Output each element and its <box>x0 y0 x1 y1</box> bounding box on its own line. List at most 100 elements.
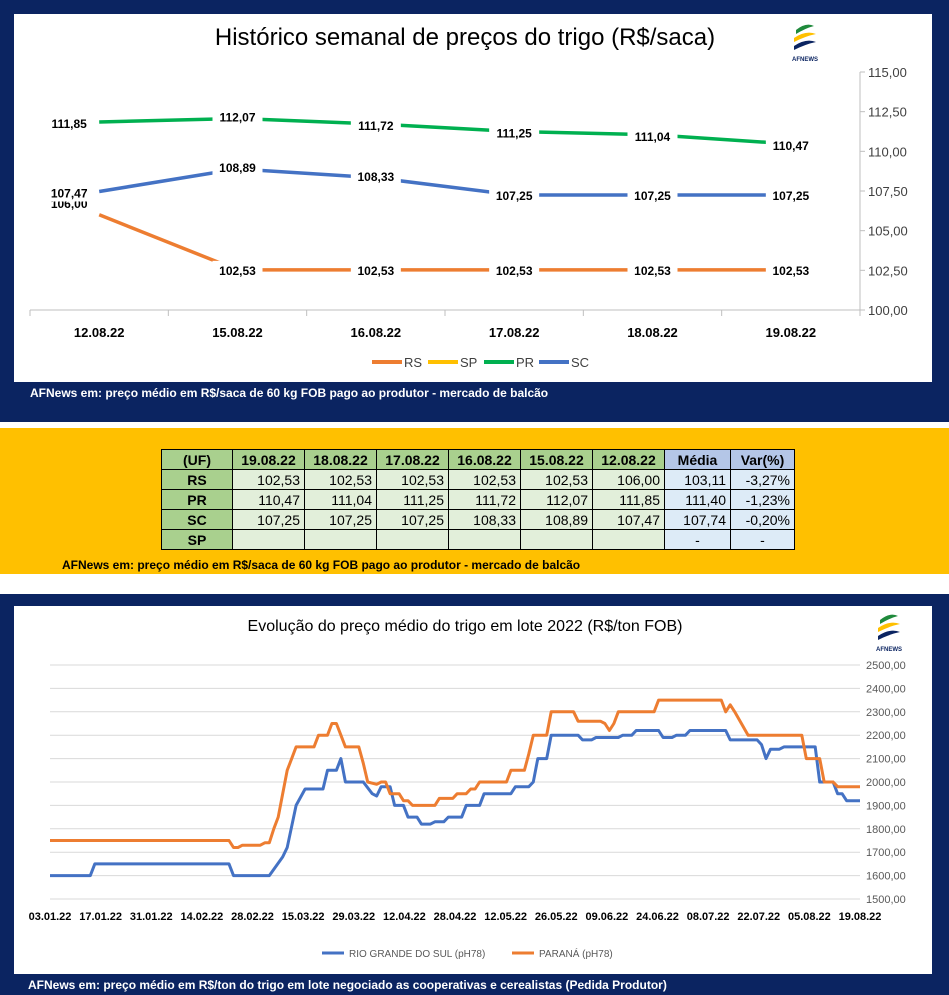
logo-brand-text: AFNEWS <box>876 647 902 653</box>
x-tick-label: 28.04.22 <box>434 911 477 923</box>
x-tick-label: 03.01.22 <box>29 911 72 923</box>
legend-label: RS <box>404 355 422 370</box>
data-label-bg <box>212 107 263 126</box>
y-tick-label: 1700,00 <box>866 847 906 859</box>
y-tick-label: 2400,00 <box>866 683 906 695</box>
weekly-chart-footnote: AFNews em: preço médio em R$/saca de 60 … <box>30 386 549 400</box>
x-tick-label: 17.01.22 <box>79 911 122 923</box>
data-label: 108,33 <box>357 170 394 184</box>
afnews-logo-top: AFNEWS <box>788 16 828 66</box>
table-cell: 108,33 <box>448 509 521 530</box>
y-tick-label: 2000,00 <box>866 777 906 789</box>
table-row: RS 102,53 102,53 102,53 102,53 102,53 10… <box>161 469 795 490</box>
weekly-chart-title: Histórico semanal de preços do trigo (R$… <box>214 24 716 51</box>
x-tick-label: 12.05.22 <box>484 911 527 923</box>
table-row: SP - - <box>161 529 795 550</box>
series-line-rio-grande-do-sul <box>50 729 860 878</box>
table-cell: 107,25 <box>304 509 377 530</box>
legend-label: SP <box>460 355 477 370</box>
y-tick-label: 2100,00 <box>866 754 906 766</box>
x-tick-label: 12.08.22 <box>74 325 125 340</box>
series-line-parana <box>50 698 860 849</box>
table-header-row: (UF) 19.08.22 18.08.22 17.08.22 16.08.22… <box>161 449 795 470</box>
table-cell: 102,53 <box>232 469 305 490</box>
table-cell: 102,53 <box>376 469 449 490</box>
x-tick-label: 19.08.22 <box>766 325 817 340</box>
x-tick-label: 09.06.22 <box>585 911 628 923</box>
data-label-bg <box>765 135 816 154</box>
data-label: 111,85 <box>51 117 87 131</box>
data-label-bg <box>212 157 263 176</box>
table-row: SC 107,25 107,25 107,25 108,33 108,89 10… <box>161 509 795 530</box>
x-tick-label: 24.06.22 <box>636 911 679 923</box>
y-tick-label: 1500,00 <box>866 894 906 906</box>
data-label: 102,53 <box>496 264 533 278</box>
media-cell: 107,74 <box>664 509 731 530</box>
y-tick-label: 112,50 <box>868 105 907 120</box>
series-line-rs <box>98 213 791 272</box>
table-cell <box>232 529 305 550</box>
var-cell: -0,20% <box>730 509 795 530</box>
x-tick-label: 28.02.22 <box>231 911 274 923</box>
row-uf: RS <box>161 469 233 490</box>
table-cell: 102,53 <box>304 469 377 490</box>
y-tick-label: 110,00 <box>868 144 907 159</box>
x-tick-label: 22.07.22 <box>737 911 780 923</box>
row-uf: PR <box>161 489 233 510</box>
media-cell: - <box>664 529 731 550</box>
data-label-bg <box>350 260 401 279</box>
data-label: 102,53 <box>357 264 394 278</box>
table-row: PR 110,47 111,04 111,25 111,72 112,07 11… <box>161 489 795 510</box>
y-tick-label: 2300,00 <box>866 707 906 719</box>
data-label-bg <box>350 166 401 185</box>
media-cell: 111,40 <box>664 489 731 510</box>
afnews-logo-icon <box>794 24 816 50</box>
data-label: 102,53 <box>219 264 256 278</box>
y-tick-label: 2500,00 <box>866 660 906 672</box>
media-cell: 103,11 <box>664 469 731 490</box>
var-cell: - <box>730 529 795 550</box>
y-tick-label: 115,00 <box>868 65 907 80</box>
data-label-bg <box>765 260 816 279</box>
table-cell: 107,25 <box>376 509 449 530</box>
x-tick-label: 17.08.22 <box>489 325 540 340</box>
x-tick-label: 16.08.22 <box>351 325 402 340</box>
table-cell: 107,25 <box>232 509 305 530</box>
data-label-bg <box>489 185 540 204</box>
header-var: Var(%) <box>730 449 795 470</box>
data-label: 107,25 <box>496 189 533 203</box>
data-label-bg <box>627 185 678 204</box>
x-tick-label: 15.08.22 <box>212 325 263 340</box>
data-label: 111,25 <box>496 127 532 141</box>
x-tick-label: 15.03.22 <box>282 911 325 923</box>
data-label-bg <box>627 126 678 145</box>
x-tick-label: 31.01.22 <box>130 911 173 923</box>
header-date: 18.08.22 <box>304 449 377 470</box>
table-cell: 112,07 <box>520 489 593 510</box>
table-cell: 102,53 <box>448 469 521 490</box>
header-uf: (UF) <box>161 449 233 470</box>
x-tick-label: 08.07.22 <box>687 911 730 923</box>
table-cell: 108,89 <box>520 509 593 530</box>
x-tick-label: 26.05.22 <box>535 911 578 923</box>
legend-label: PARANÁ (pH78) <box>539 947 613 960</box>
table-cell: 107,47 <box>592 509 665 530</box>
weekly-price-chart: 100,00 102,50 105,00 107,50 110,00 112,50 115,… <box>29 65 908 370</box>
legend-label: SC <box>571 355 589 370</box>
data-label: 102,53 <box>634 264 671 278</box>
header-date: 17.08.22 <box>376 449 449 470</box>
data-label: 110,47 <box>773 139 809 153</box>
table-cell <box>376 529 449 550</box>
y-tick-label: 2200,00 <box>866 730 906 742</box>
x-tick-label: 14.02.22 <box>180 911 223 923</box>
table-cell <box>592 529 665 550</box>
y-tick-label: 1800,00 <box>866 824 906 836</box>
table-cell <box>448 529 521 550</box>
table-cell: 102,53 <box>520 469 593 490</box>
data-label-bg <box>765 185 816 204</box>
header-date: 19.08.22 <box>232 449 305 470</box>
series-line-pr <box>99 116 791 146</box>
var-cell: -3,27% <box>730 469 795 490</box>
table-cell: 110,47 <box>232 489 305 510</box>
series-line-sc <box>98 167 791 197</box>
